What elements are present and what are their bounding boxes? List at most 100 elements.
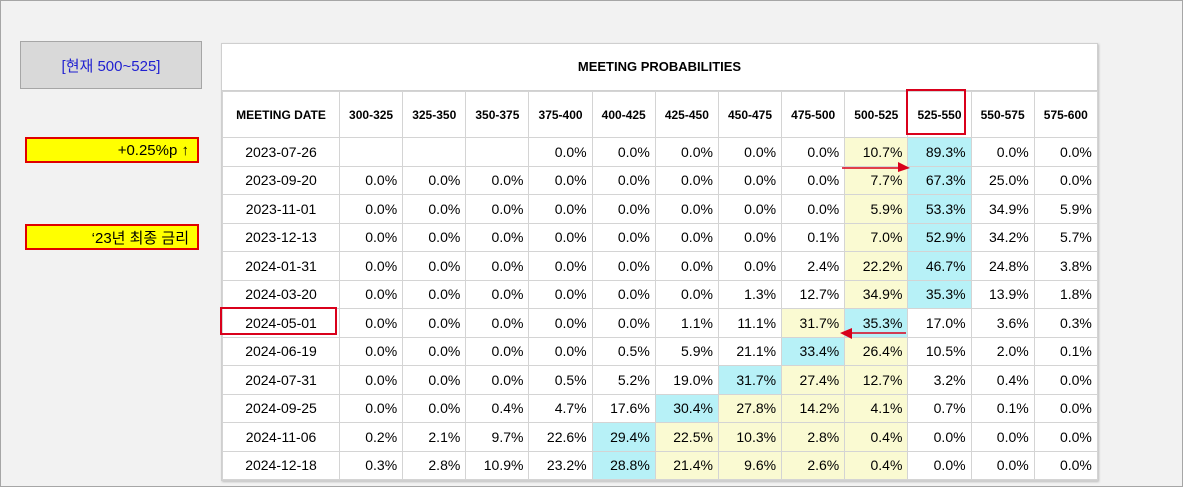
probability-cell: 0.0% [528,222,593,252]
probability-cell: 0.0% [528,308,593,338]
table-row: 2023-11-01 0.0% 0.0% 0.0% 0.0% 0.0% 0.0% 0.0% 0.… [222,194,1098,224]
probability-cell: 29.4% [591,422,656,452]
probability-cell: 0.1% [1033,336,1098,366]
probability-cell: 21.4% [654,450,719,480]
probability-cell: 2.8% [781,422,846,452]
column-header-400-425: 400-425 [591,91,656,138]
probability-cell: 0.0% [402,393,467,423]
meeting-probabilities-panel: MEETING PROBABILITIES MEETING DATE 300-32… [221,43,1098,481]
rate-hike-note: +0.25%p ↑ [25,137,199,163]
probability-cell: 5.2% [591,365,656,395]
probability-cell: 0.0% [591,251,656,281]
probability-cell: 5.9% [654,336,719,366]
probability-cell: 35.3% [907,279,972,309]
probability-cell: 0.4% [844,450,909,480]
probability-cell: 10.7% [844,137,909,167]
probability-cell: 0.0% [402,194,467,224]
probability-cell: 0.0% [654,165,719,195]
probability-cell: 23.2% [528,450,593,480]
current-rate-text: [현재 500~525] [61,57,161,75]
probability-cell: 0.0% [338,222,404,252]
probability-cell: 2.1% [402,422,467,452]
probability-cell: 0.0% [402,336,467,366]
probability-cell: 0.0% [1033,393,1098,423]
probability-cell: 0.0% [907,422,972,452]
probability-cell: 7.0% [844,222,909,252]
probability-cell: 0.4% [970,365,1035,395]
probability-cell: 0.0% [970,137,1035,167]
probability-cell: 0.0% [528,279,593,309]
probability-cell: 0.0% [338,279,404,309]
probability-cell: 17.6% [591,393,656,423]
probability-cell: 0.0% [717,222,783,252]
probability-cell: 0.0% [591,279,656,309]
table-header-row: MEETING DATE 300-325 325-350 350-375 375-400… [222,91,1098,138]
column-header-450-475: 450-475 [717,91,783,138]
probability-cell: 2.6% [781,450,846,480]
probability-cell: 0.0% [717,194,783,224]
probability-cell: 53.3% [907,194,972,224]
probability-cell: 17.0% [907,308,972,338]
probability-cell: 31.7% [781,308,846,338]
probability-cell: 1.8% [1033,279,1098,309]
probability-cell: 31.7% [717,365,783,395]
probability-cell: 0.0% [1033,365,1098,395]
probability-cell: 7.7% [844,165,909,195]
column-header-425-450: 425-450 [654,91,719,138]
probability-cell: 0.0% [528,251,593,281]
probability-cell: 0.0% [1033,137,1098,167]
probability-cell: 0.0% [591,137,656,167]
probability-cell: 5.9% [1033,194,1098,224]
probability-cell: 13.9% [970,279,1035,309]
probability-cell: 9.6% [717,450,783,480]
probability-cell: 0.0% [591,165,656,195]
probability-cell: 0.1% [970,393,1035,423]
probability-cell: 0.0% [465,194,530,224]
probability-cell: 0.0% [654,137,719,167]
probabilities-table: MEETING DATE 300-325 325-350 350-375 375-400… [222,91,1098,480]
meeting-date-cell: 2023-12-13 [222,222,340,252]
table-row: 2024-07-31 0.0% 0.0% 0.0% 0.5% 5.2% 19.0% 31.7%… [222,365,1098,395]
probability-cell: 11.1% [717,308,783,338]
probability-cell: 0.0% [591,222,656,252]
column-header-350-375: 350-375 [465,91,530,138]
probability-cell: 0.0% [654,222,719,252]
column-header-525-550: 525-550 [907,91,972,138]
probability-cell: 0.3% [338,450,404,480]
probability-cell: 12.7% [781,279,846,309]
column-header-575-600: 575-600 [1033,91,1098,138]
probability-cell: 0.0% [338,308,404,338]
table-row: 2024-01-31 0.0% 0.0% 0.0% 0.0% 0.0% 0.0% 0.0% 2.… [222,251,1098,281]
probability-cell: 19.0% [654,365,719,395]
probability-cell: 25.0% [970,165,1035,195]
probability-cell [402,137,467,167]
probability-cell: 0.0% [338,251,404,281]
probability-cell: 0.0% [717,165,783,195]
table-title: MEETING PROBABILITIES [222,44,1097,91]
probability-cell: 4.1% [844,393,909,423]
probability-cell: 0.0% [970,422,1035,452]
probability-cell: 0.3% [1033,308,1098,338]
probability-cell: 10.3% [717,422,783,452]
table-row: 2024-03-20 0.0% 0.0% 0.0% 0.0% 0.0% 0.0% 1.3% 12… [222,279,1098,309]
probability-cell: 10.5% [907,336,972,366]
probability-cell: 52.9% [907,222,972,252]
meeting-date-cell: 2024-01-31 [222,251,340,281]
probability-cell: 27.8% [717,393,783,423]
probability-cell: 22.6% [528,422,593,452]
column-header-300-325: 300-325 [338,91,404,138]
column-header-550-575: 550-575 [970,91,1035,138]
probability-cell: 0.0% [528,165,593,195]
probability-cell: 5.7% [1033,222,1098,252]
probability-cell: 46.7% [907,251,972,281]
probability-cell: 0.0% [654,194,719,224]
probability-cell: 0.0% [1033,422,1098,452]
column-header-meeting-date: MEETING DATE [222,91,340,138]
meeting-date-cell: 2024-05-01 [222,308,340,338]
probability-cell: 0.0% [338,336,404,366]
probability-cell: 4.7% [528,393,593,423]
probability-cell: 0.0% [338,393,404,423]
final-rate-note-text: ‘23년 최종 금리 [91,229,189,247]
probability-cell: 0.0% [402,222,467,252]
probability-cell: 0.0% [465,279,530,309]
